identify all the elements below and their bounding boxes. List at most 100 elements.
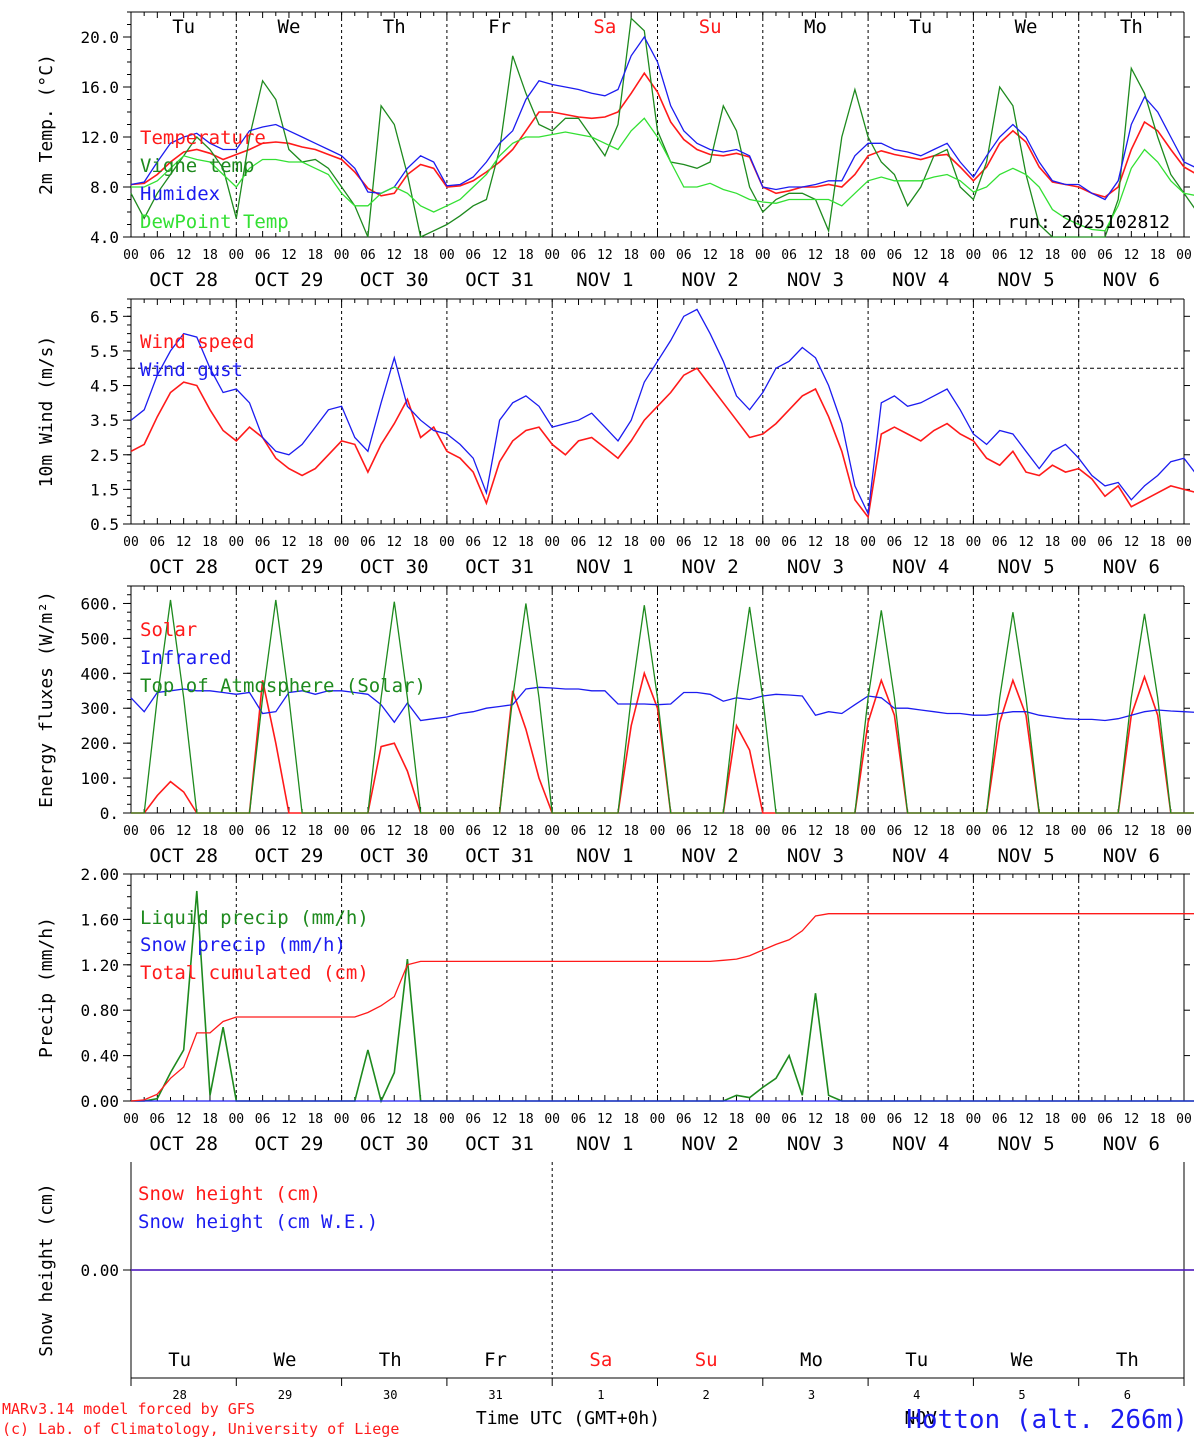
panel-1-hour-tick-label: 06: [465, 535, 481, 550]
panel-0-series-dewpoint-temp: [131, 117, 1194, 232]
panel-2-date-label: NOV 5: [997, 845, 1054, 867]
panel-2-y-tick-label: 100.: [80, 769, 119, 788]
panel-0-y-tick-label: 4.0: [90, 228, 119, 247]
panel-3-hour-tick-label: 00: [966, 1112, 982, 1127]
panel-1-hour-tick-label: 06: [360, 535, 376, 550]
panel-0-legend-entry: Temperature: [140, 127, 266, 149]
panel-3-hour-tick-label: 12: [281, 1112, 297, 1127]
panel-3-hour-tick-label: 00: [650, 1112, 666, 1127]
panel-1-hour-tick-label: 00: [123, 535, 139, 550]
panel-1-series-wind-speed: [130, 367, 1194, 520]
bottom-day-label: We: [1011, 1349, 1034, 1371]
panel-0-date-label: NOV 2: [682, 269, 739, 291]
panel-1-hour-tick-label: 12: [597, 535, 613, 550]
panel-3-hour-tick-label: 00: [755, 1112, 771, 1127]
panel-0-legend-entry: Humidex: [140, 183, 220, 205]
panel-0-hour-tick-label: 00: [1071, 248, 1087, 263]
top-day-label: Tu: [172, 16, 195, 38]
panel-0-hour-tick-label: 18: [729, 248, 745, 263]
panel-3-hour-tick-label: 06: [676, 1112, 692, 1127]
panel-1-y-tick-label: 3.5: [90, 411, 119, 430]
credit-line-2: (c) Lab. of Climatology, University of L…: [2, 1420, 399, 1438]
panel-1-hour-tick-label: 06: [255, 535, 271, 550]
bottom-day-number: 31: [488, 1388, 502, 1402]
panel-0-hour-tick-label: 00: [123, 248, 139, 263]
panel-0-hour-tick-label: 00: [334, 248, 350, 263]
series-lines: [130, 16, 1194, 1271]
panel-2-date-label: OCT 29: [255, 845, 324, 867]
panel-0-hour-tick-label: 00: [966, 248, 982, 263]
panel-3-y-tick-label: 1.60: [80, 910, 119, 929]
panel-0-hour-tick-label: 12: [176, 248, 192, 263]
panel-3-hour-tick-label: 18: [202, 1112, 218, 1127]
panel-0-hour-tick-label: 12: [1018, 248, 1034, 263]
panel-2-hour-tick-label: 06: [465, 824, 481, 839]
panel-0-hour-tick-label: 18: [413, 248, 429, 263]
panel-1-date-label: NOV 4: [892, 556, 949, 578]
top-day-label: Tu: [909, 16, 932, 38]
bottom-day-label: Fr: [484, 1349, 507, 1371]
panel-1-date-label: OCT 29: [255, 556, 324, 578]
top-day-label: Mo: [804, 16, 827, 38]
bottom-day-number: 29: [278, 1388, 292, 1402]
panel-0-hour-tick-label: 06: [571, 248, 587, 263]
panel-2-y-tick-label: 600.: [80, 594, 119, 613]
panel-0-hour-tick-label-end: 00: [1176, 248, 1192, 263]
panel-1-hour-tick-label: 12: [913, 535, 929, 550]
panel-3-date-label: OCT 29: [255, 1133, 324, 1155]
panel-3-date-label: OCT 30: [360, 1133, 429, 1155]
panel-2-legend-entry: Infrared: [140, 647, 232, 669]
panel-1-hour-tick-label: 12: [1018, 535, 1034, 550]
panel-0-hour-tick-label: 06: [360, 248, 376, 263]
panel-2-hour-tick-label-end: 00: [1176, 824, 1192, 839]
panel-0-series-temperature: [130, 71, 1194, 198]
panel-2-date-label: NOV 3: [787, 845, 844, 867]
panel-0-hour-tick-label: 00: [439, 248, 455, 263]
panel-0-y-tick-label: 20.0: [80, 28, 119, 47]
panel-2-date-label: OCT 28: [149, 845, 218, 867]
panel-1-y-tick-label: 2.5: [90, 446, 119, 465]
bottom-day-label: Th: [1116, 1349, 1139, 1371]
panel-1-y-tick-label: 1.5: [90, 480, 119, 499]
panel-2-hour-tick-label: 18: [413, 824, 429, 839]
panel-1-hour-tick-label: 18: [307, 535, 323, 550]
panel-0-y-axis-label: 2m Temp. (°C): [36, 54, 57, 195]
top-day-label: We: [278, 16, 301, 38]
panel-2-hour-tick-label: 00: [439, 824, 455, 839]
top-day-label: We: [1015, 16, 1038, 38]
panel-2-hour-tick-label: 18: [1150, 824, 1166, 839]
panel-4-y-axis-label: Snow height (cm): [36, 1183, 57, 1356]
bottom-month-label: NOV: [904, 1408, 937, 1429]
panel-1-y-tick-label: 4.5: [90, 377, 119, 396]
panel-3-hour-tick-label: 06: [149, 1112, 165, 1127]
panel-1-hour-tick-label: 06: [992, 535, 1008, 550]
panel-2-hour-tick-label: 00: [966, 824, 982, 839]
panel-1-hour-tick-label: 06: [1097, 535, 1113, 550]
panel-0-hour-tick-label: 06: [149, 248, 165, 263]
panel-1-hour-tick-label: 00: [439, 535, 455, 550]
panel-3-hour-tick-label: 18: [518, 1112, 534, 1127]
bottom-day-number: 2: [703, 1388, 710, 1402]
panel-1-hour-tick-label: 18: [834, 535, 850, 550]
panel-1-hour-tick-label: 12: [281, 535, 297, 550]
panel-0-series-humidex: [130, 35, 1194, 201]
panel-1-hour-tick-label: 18: [939, 535, 955, 550]
panel-3-y-axis-label: Precip (mm/h): [36, 917, 57, 1058]
panel-3-hour-tick-label: 12: [1018, 1112, 1034, 1127]
panel-1-date-label: NOV 2: [682, 556, 739, 578]
panel-0-y-tick-label: 12.0: [80, 128, 119, 147]
panel-3-hour-tick-label: 00: [860, 1112, 876, 1127]
panel-1-hour-tick-label: 00: [1071, 535, 1087, 550]
x-axis-label: Time UTC (GMT+0h): [476, 1408, 660, 1429]
panel-3-date-label: OCT 31: [465, 1133, 534, 1155]
panel-2-hour-tick-label: 06: [887, 824, 903, 839]
panel-2-hour-tick-label: 06: [781, 824, 797, 839]
panel-0-hour-tick-label: 18: [518, 248, 534, 263]
panel-2-series-top-of-atmosphere-solar-: [131, 599, 1194, 814]
panel-1-hour-tick-label: 00: [966, 535, 982, 550]
panel-3-hour-tick-label: 18: [729, 1112, 745, 1127]
panel-3-hour-tick-label: 12: [597, 1112, 613, 1127]
panel-1-legend-entry: Wind gust: [140, 359, 243, 381]
panel-2-y-tick-label: 500.: [80, 629, 119, 648]
panel-2-y-axis-label: Energy fluxes (W/m²): [36, 591, 57, 808]
